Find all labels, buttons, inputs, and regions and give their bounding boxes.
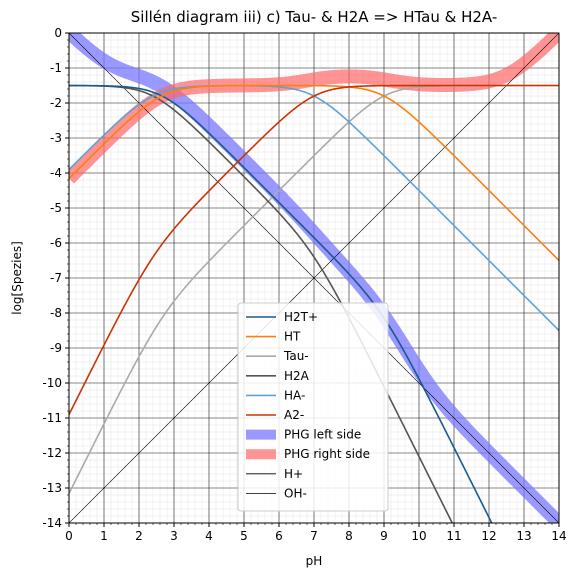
x-tick-label: 7	[310, 529, 318, 543]
y-tick-label: -13	[42, 481, 62, 495]
y-axis-label: log[Spezies]	[10, 241, 24, 315]
y-tick-label: -4	[50, 166, 62, 180]
series-line-ht	[69, 84, 559, 262]
y-tick-label: -14	[42, 516, 62, 530]
x-tick-label: 10	[411, 529, 426, 543]
y-tick-label: -5	[50, 201, 62, 215]
x-tick-label: 6	[275, 529, 283, 543]
y-tick-label: -6	[50, 236, 62, 250]
y-tick-label: -3	[50, 131, 62, 145]
legend-label-tau: Tau-	[283, 349, 309, 363]
x-tick-label: 9	[380, 529, 388, 543]
legend-label-oh: OH-	[284, 486, 307, 500]
y-tick-label: -7	[50, 271, 62, 285]
legend-label-h2t-plus: H2T+	[284, 310, 318, 324]
series-line-phg-left-side	[69, 33, 559, 523]
legend-label-h-plus: H+	[284, 467, 303, 481]
series-line-h2a	[69, 84, 454, 523]
chart-title: Sillén diagram iii) c) Tau- & H2A => HTa…	[131, 8, 498, 26]
y-tick-label: -12	[42, 446, 62, 460]
x-tick-label: 3	[170, 529, 178, 543]
series-group	[69, 33, 559, 523]
series-line-h2t-plus	[69, 84, 493, 523]
y-axis-ticks: 0 -1 -2 -3 -4 -5 -6 -7 -8 -9 -10 -11 -12 -13 -14	[42, 26, 69, 530]
legend-label-phg-right-side: PHG right side	[284, 447, 370, 461]
legend-label-phg-left-side: PHG left side	[284, 428, 361, 442]
y-tick-label: -1	[50, 61, 62, 75]
x-tick-label: 14	[551, 529, 566, 543]
x-tick-label: 12	[481, 529, 496, 543]
legend-label-ha: HA-	[284, 388, 305, 402]
x-axis-ticks: 0 1 2 3 4 5 6 7 8 9 10 11 12 13 14	[65, 523, 567, 543]
x-axis-label: pH	[306, 554, 323, 568]
legend-box	[237, 302, 389, 512]
x-tick-label: 2	[135, 529, 143, 543]
y-tick-label: -10	[42, 376, 62, 390]
x-tick-label: 4	[205, 529, 213, 543]
legend-label-h2a: H2A	[284, 369, 310, 383]
y-tick-label: -2	[50, 96, 62, 110]
y-tick-label: -9	[50, 341, 62, 355]
x-tick-label: 1	[100, 529, 108, 543]
series-line-a2	[69, 84, 559, 415]
y-tick-label: 0	[54, 26, 62, 40]
y-tick-label: -11	[42, 411, 62, 425]
x-tick-label: 5	[240, 529, 248, 543]
x-tick-label: 8	[345, 529, 353, 543]
x-tick-label: 11	[446, 529, 461, 543]
x-tick-label: 13	[516, 529, 531, 543]
y-tick-label: -8	[50, 306, 62, 320]
legend-label-ht: HT	[284, 330, 301, 344]
series-line-oh	[69, 33, 559, 523]
legend: H2T+ HT Tau- H2A HA- A2- PHG left side PHG righ…	[237, 302, 389, 512]
legend-label-a2: A2-	[284, 408, 304, 422]
x-tick-label: 0	[65, 529, 73, 543]
